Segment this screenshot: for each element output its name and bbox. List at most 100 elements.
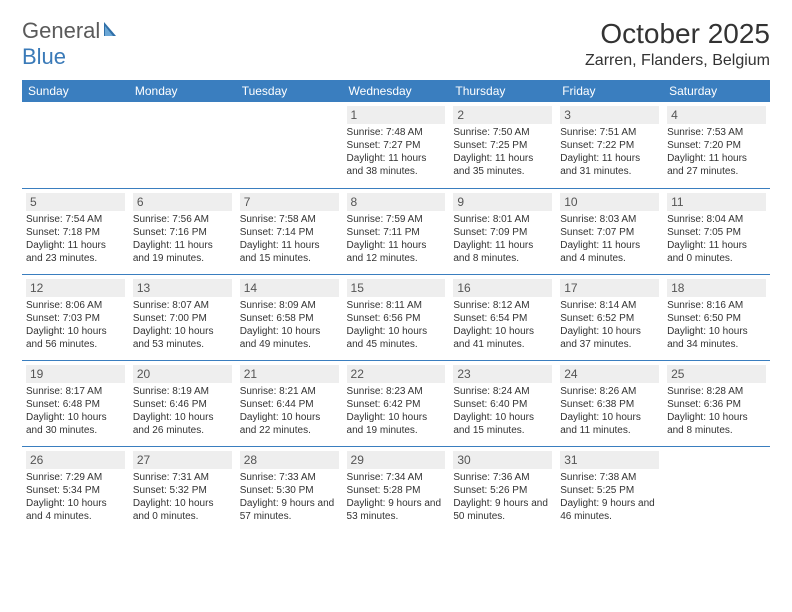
day-info: Sunrise: 8:21 AMSunset: 6:44 PMDaylight:… [240,385,339,437]
day-number: 23 [453,365,552,383]
sunset-text: Sunset: 6:36 PM [667,398,766,411]
day-info: Sunrise: 8:23 AMSunset: 6:42 PMDaylight:… [347,385,446,437]
calendar-week-row: 5Sunrise: 7:54 AMSunset: 7:18 PMDaylight… [22,188,770,274]
calendar-day-cell: 1Sunrise: 7:48 AMSunset: 7:27 PMDaylight… [343,102,450,188]
sunrise-text: Sunrise: 7:36 AM [453,471,552,484]
sunrise-text: Sunrise: 7:48 AM [347,126,446,139]
daylight-text: Daylight: 10 hours and 49 minutes. [240,325,339,351]
day-number: 20 [133,365,232,383]
sunrise-text: Sunrise: 8:12 AM [453,299,552,312]
calendar-day-cell: .. [129,102,236,188]
sunrise-text: Sunrise: 8:11 AM [347,299,446,312]
sunset-text: Sunset: 7:16 PM [133,226,232,239]
day-info: Sunrise: 7:59 AMSunset: 7:11 PMDaylight:… [347,213,446,265]
sunrise-text: Sunrise: 8:06 AM [26,299,125,312]
day-number: 29 [347,451,446,469]
sunset-text: Sunset: 5:32 PM [133,484,232,497]
day-info: Sunrise: 8:09 AMSunset: 6:58 PMDaylight:… [240,299,339,351]
sunset-text: Sunset: 7:25 PM [453,139,552,152]
day-number: 12 [26,279,125,297]
day-info: Sunrise: 8:04 AMSunset: 7:05 PMDaylight:… [667,213,766,265]
calendar-day-cell: 4Sunrise: 7:53 AMSunset: 7:20 PMDaylight… [663,102,770,188]
daylight-text: Daylight: 11 hours and 0 minutes. [667,239,766,265]
weekday-header: Tuesday [236,80,343,102]
calendar-day-cell: 15Sunrise: 8:11 AMSunset: 6:56 PMDayligh… [343,274,450,360]
day-info: Sunrise: 8:19 AMSunset: 6:46 PMDaylight:… [133,385,232,437]
calendar-day-cell: 14 Sunrise: 8:09 AMSunset: 6:58 PMDayligh… [236,274,343,360]
sunrise-text: Sunrise: 7:54 AM [26,213,125,226]
weekday-header: Thursday [449,80,556,102]
calendar-day-cell: 28Sunrise: 7:33 AMSunset: 5:30 PMDayligh… [236,446,343,532]
calendar-day-cell: 3Sunrise: 7:51 AMSunset: 7:22 PMDaylight… [556,102,663,188]
daylight-text: Daylight: 9 hours and 46 minutes. [560,497,659,523]
day-info: Sunrise: 7:50 AMSunset: 7:25 PMDaylight:… [453,126,552,178]
day-number: 31 [560,451,659,469]
day-number: 26 [26,451,125,469]
calendar-week-row: 19Sunrise: 8:17 AMSunset: 6:48 PMDayligh… [22,360,770,446]
daylight-text: Daylight: 10 hours and 45 minutes. [347,325,446,351]
sunset-text: Sunset: 6:48 PM [26,398,125,411]
daylight-text: Daylight: 9 hours and 50 minutes. [453,497,552,523]
day-number: 21 [240,365,339,383]
sunset-text: Sunset: 7:03 PM [26,312,125,325]
calendar-day-cell: 9Sunrise: 8:01 AMSunset: 7:09 PMDaylight… [449,188,556,274]
calendar-day-cell: .. [22,102,129,188]
sunrise-text: Sunrise: 8:24 AM [453,385,552,398]
sunset-text: Sunset: 6:56 PM [347,312,446,325]
day-number: 3 [560,106,659,124]
weekday-header-row: SundayMondayTuesdayWednesdayThursdayFrid… [22,80,770,102]
sunrise-text: Sunrise: 7:58 AM [240,213,339,226]
day-info: Sunrise: 7:36 AMSunset: 5:26 PMDaylight:… [453,471,552,523]
day-number: 24 [560,365,659,383]
day-number: 17 [560,279,659,297]
sunrise-text: Sunrise: 8:03 AM [560,213,659,226]
sunrise-text: Sunrise: 8:16 AM [667,299,766,312]
day-info: Sunrise: 7:33 AMSunset: 5:30 PMDaylight:… [240,471,339,523]
daylight-text: Daylight: 11 hours and 8 minutes. [453,239,552,265]
calendar-day-cell: 23Sunrise: 8:24 AMSunset: 6:40 PMDayligh… [449,360,556,446]
sunrise-text: Sunrise: 8:28 AM [667,385,766,398]
brand-part2: Blue [22,44,66,69]
sunrise-text: Sunrise: 8:09 AM [240,299,339,312]
calendar-day-cell: 10Sunrise: 8:03 AMSunset: 7:07 PMDayligh… [556,188,663,274]
day-info: Sunrise: 8:03 AMSunset: 7:07 PMDaylight:… [560,213,659,265]
sunrise-text: Sunrise: 8:23 AM [347,385,446,398]
month-title: October 2025 [585,18,770,50]
daylight-text: Daylight: 10 hours and 4 minutes. [26,497,125,523]
day-info: Sunrise: 8:16 AMSunset: 6:50 PMDaylight:… [667,299,766,351]
calendar-day-cell: 7Sunrise: 7:58 AMSunset: 7:14 PMDaylight… [236,188,343,274]
calendar-day-cell: .. [236,102,343,188]
day-info: Sunrise: 8:28 AMSunset: 6:36 PMDaylight:… [667,385,766,437]
weekday-header: Monday [129,80,236,102]
day-info: Sunrise: 8:12 AMSunset: 6:54 PMDaylight:… [453,299,552,351]
daylight-text: Daylight: 10 hours and 19 minutes. [347,411,446,437]
day-info: Sunrise: 8:07 AMSunset: 7:00 PMDaylight:… [133,299,232,351]
weekday-header: Friday [556,80,663,102]
day-number: 13 [133,279,232,297]
sunset-text: Sunset: 7:20 PM [667,139,766,152]
daylight-text: Daylight: 10 hours and 41 minutes. [453,325,552,351]
brand-part1: General [22,18,100,43]
daylight-text: Daylight: 10 hours and 0 minutes. [133,497,232,523]
sunset-text: Sunset: 5:34 PM [26,484,125,497]
calendar-day-cell: 30Sunrise: 7:36 AMSunset: 5:26 PMDayligh… [449,446,556,532]
daylight-text: Daylight: 10 hours and 53 minutes. [133,325,232,351]
sunset-text: Sunset: 7:11 PM [347,226,446,239]
calendar-week-row: 12 Sunrise: 8:06 AMSunset: 7:03 PM Dayligh… [22,274,770,360]
sunrise-text: Sunrise: 8:01 AM [453,213,552,226]
sunrise-text: Sunrise: 8:21 AM [240,385,339,398]
location-label: Zarren, Flanders, Belgium [585,52,770,70]
sunset-text: Sunset: 7:22 PM [560,139,659,152]
calendar-day-cell: 12Sunrise: 8:06 AMSunset: 7:03 PMDayligh… [22,274,129,360]
calendar-day-cell: .. [663,446,770,532]
page-header: General Blue October 2025 Zarren, Flande… [22,18,770,70]
day-number: 14 [240,279,339,297]
weekday-header: Saturday [663,80,770,102]
daylight-text: Daylight: 10 hours and 8 minutes. [667,411,766,437]
daylight-text: Daylight: 11 hours and 31 minutes. [560,152,659,178]
calendar-day-cell: 22Sunrise: 8:23 AMSunset: 6:42 PMDayligh… [343,360,450,446]
sunrise-text: Sunrise: 8:14 AM [560,299,659,312]
sunset-text: Sunset: 6:54 PM [453,312,552,325]
calendar-day-cell: 29Sunrise: 7:34 AMSunset: 5:28 PMDayligh… [343,446,450,532]
calendar-day-cell: 25Sunrise: 8:28 AMSunset: 6:36 PMDayligh… [663,360,770,446]
